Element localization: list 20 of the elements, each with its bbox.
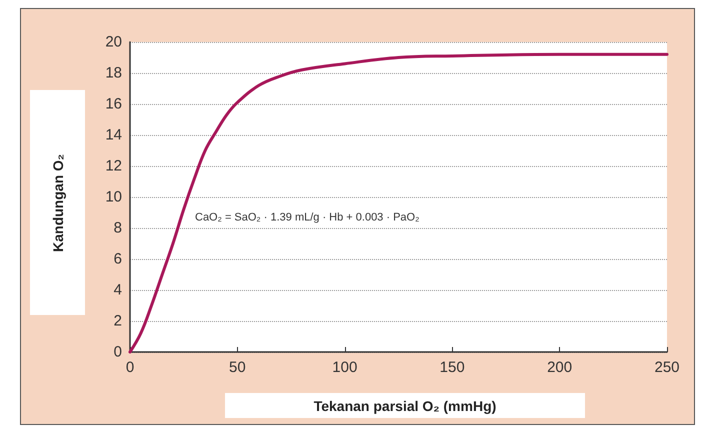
- x-tick-label: 150: [440, 359, 465, 376]
- y-tick-label: 4: [114, 282, 122, 298]
- y-tick-label: 20: [105, 34, 122, 50]
- y-tick-label: 18: [105, 64, 122, 82]
- x-tick-label: 0: [126, 359, 134, 376]
- y-tick-label: 6: [114, 250, 122, 268]
- x-axis-title: Tekanan parsial O₂ (mmHg): [225, 393, 585, 418]
- y-tick-label: 10: [105, 188, 122, 206]
- y-tick-label: 0: [114, 344, 122, 360]
- y-tick-label: 12: [105, 158, 122, 174]
- x-tick-label: 250: [654, 359, 680, 376]
- y-tick-label: 8: [114, 220, 122, 236]
- y-tick-label: 16: [105, 96, 122, 112]
- x-tick-label: 100: [332, 359, 358, 376]
- y-axis-title: Kandungan O₂: [50, 154, 66, 252]
- y-tick-label: 2: [114, 312, 122, 330]
- x-tick-label: 200: [547, 359, 572, 376]
- y-tick-label: 14: [105, 126, 122, 144]
- annotation: CaO₂ = SaO₂ · 1.39 mL/g · Hb + 0.003 · PaO₂: [195, 212, 420, 224]
- x-tick-label: 50: [229, 359, 246, 376]
